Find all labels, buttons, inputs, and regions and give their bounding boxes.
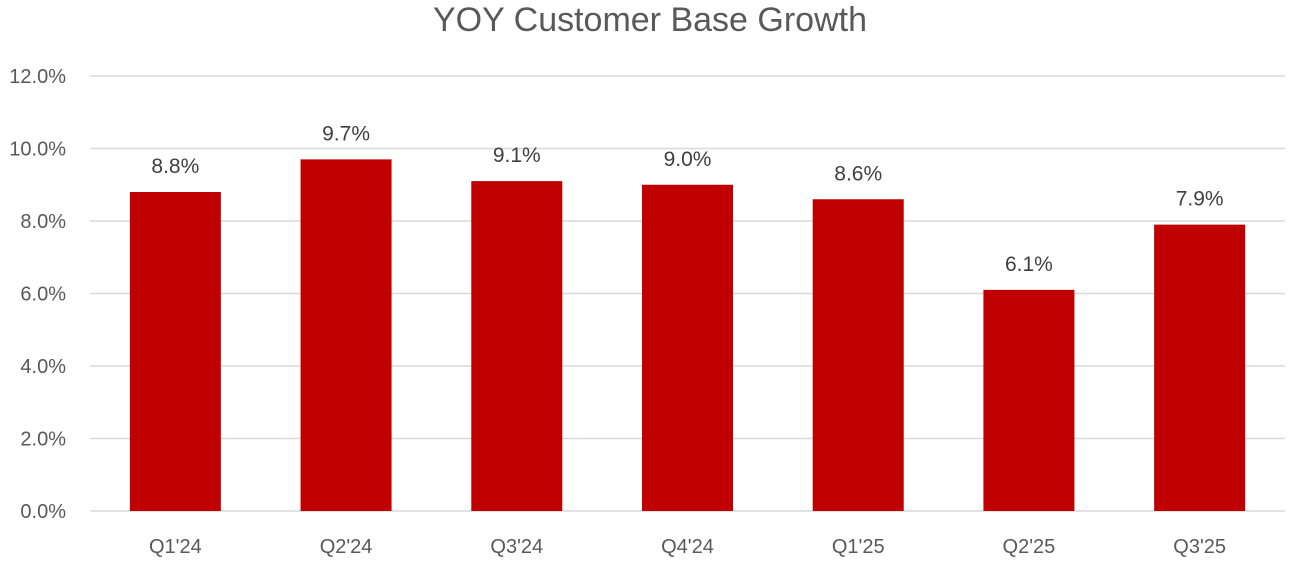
data-label: 9.1%: [493, 144, 541, 167]
bar: [300, 159, 392, 511]
bar: [812, 199, 904, 511]
bar: [471, 181, 563, 511]
y-tick-label: 10.0%: [9, 139, 66, 161]
y-axis-tick-labels: 0.0% 2.0% 4.0% 6.0% 8.0% 10.0% 12.0%: [9, 66, 66, 523]
data-label: 8.8%: [151, 155, 199, 178]
chart-title: YOY Customer Base Growth: [433, 1, 867, 39]
bar: [129, 192, 221, 511]
x-tick-label: Q1'24: [149, 536, 202, 558]
data-label: 9.7%: [322, 122, 370, 145]
data-label: 8.6%: [834, 162, 882, 185]
y-tick-label: 8.0%: [20, 211, 66, 233]
x-tick-label: Q2'25: [1003, 536, 1056, 558]
bar: [983, 289, 1075, 511]
x-tick-label: Q1'25: [832, 536, 885, 558]
y-tick-label: 0.0%: [20, 501, 66, 523]
y-tick-label: 6.0%: [20, 284, 66, 306]
x-tick-label: Q3'25: [1173, 536, 1226, 558]
x-axis-tick-labels: Q1'24 Q2'24 Q3'24 Q4'24 Q1'25 Q2'25 Q3'25: [149, 536, 1226, 558]
data-label: 6.1%: [1005, 253, 1053, 276]
bars: [129, 159, 1246, 511]
x-tick-label: Q2'24: [320, 536, 373, 558]
data-label: 9.0%: [664, 148, 712, 171]
y-tick-label: 12.0%: [9, 66, 66, 88]
bar: [1154, 224, 1246, 511]
x-tick-label: Q4'24: [661, 536, 714, 558]
y-tick-label: 2.0%: [20, 429, 66, 451]
bar: [642, 184, 733, 511]
x-tick-label: Q3'24: [490, 536, 543, 558]
data-label: 7.9%: [1176, 188, 1224, 211]
data-labels: 8.8% 9.7% 9.1% 9.0% 8.6% 6.1% 7.9%: [151, 122, 1223, 276]
y-tick-label: 4.0%: [20, 356, 66, 378]
